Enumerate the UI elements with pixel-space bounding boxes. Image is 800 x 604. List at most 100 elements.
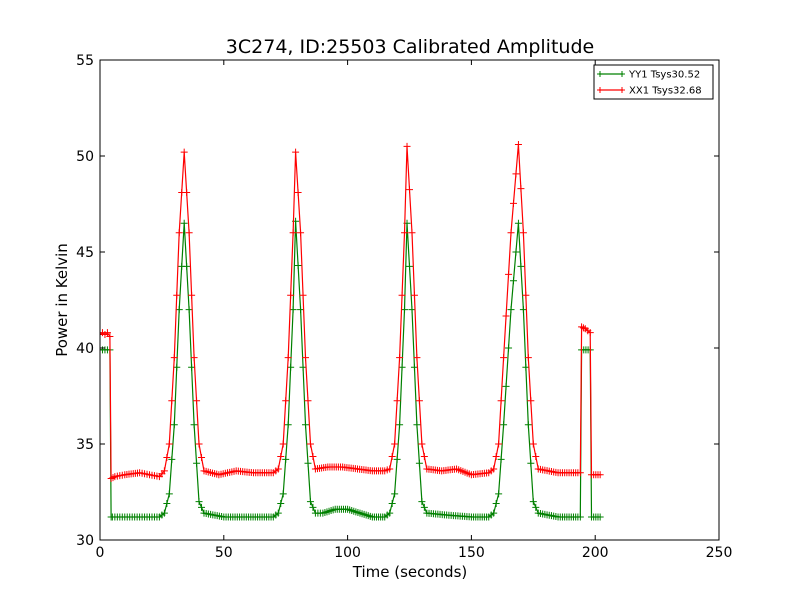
legend-marker: [597, 71, 603, 77]
data-point-marker: [418, 440, 426, 448]
data-point-marker: [418, 498, 426, 506]
data-point-marker: [299, 363, 307, 371]
data-point-marker: [408, 229, 416, 237]
data-point-marker: [289, 229, 297, 237]
data-point-marker: [502, 312, 510, 320]
x-tick-label: 100: [334, 545, 361, 561]
data-point-marker: [198, 503, 206, 511]
series-1: [100, 217, 604, 521]
data-point-marker: [170, 421, 178, 429]
data-point-marker: [529, 440, 537, 448]
y-tick-label: 35: [76, 437, 94, 453]
data-point-marker: [420, 503, 428, 511]
data-point-marker: [512, 248, 520, 256]
y-tick-label: 55: [76, 53, 94, 69]
legend-marker: [597, 87, 603, 93]
data-point-marker: [175, 229, 183, 237]
legend-box: [593, 64, 714, 100]
data-point-marker: [497, 397, 505, 405]
x-axis-label: Time (seconds): [352, 563, 468, 581]
data-point-marker: [396, 421, 404, 429]
data-point-marker: [532, 452, 540, 460]
legend-entry: XX1 Tsys32.68: [597, 86, 702, 97]
data-point-marker: [502, 382, 510, 390]
data-point-marker: [195, 440, 203, 448]
data-point-marker: [413, 354, 421, 362]
data-point-marker: [289, 306, 297, 314]
data-point-marker: [415, 397, 423, 405]
data-point-marker: [401, 229, 409, 237]
data-point-marker: [274, 509, 282, 517]
data-point-marker: [163, 500, 171, 508]
data-point-marker: [185, 306, 193, 314]
data-point-marker: [529, 498, 537, 506]
data-point-marker: [190, 354, 198, 362]
data-point-marker: [596, 471, 604, 479]
data-point-marker: [406, 186, 413, 194]
data-point-marker: [287, 363, 295, 371]
data-point-marker: [505, 270, 513, 278]
data-point-marker: [279, 490, 287, 498]
x-tick-label: 150: [458, 545, 485, 561]
data-point-marker: [188, 363, 196, 371]
data-point-marker: [522, 363, 530, 371]
data-point-marker: [514, 219, 522, 227]
data-point-marker: [596, 513, 604, 521]
data-point-marker: [173, 363, 181, 371]
legend-marker: [619, 71, 625, 77]
data-point-marker: [180, 148, 188, 156]
data-point-marker: [193, 397, 201, 405]
data-point-marker: [282, 455, 290, 463]
data-point-marker: [532, 503, 540, 511]
data-point-marker: [309, 503, 317, 511]
data-point-marker: [198, 453, 206, 461]
data-point-marker: [103, 329, 111, 337]
data-point-marker: [524, 421, 532, 429]
data-point-marker: [507, 229, 515, 237]
data-point-marker: [302, 354, 310, 362]
data-point-marker: [527, 459, 535, 467]
data-point-marker: [183, 188, 191, 196]
legend-label: YY1 Tsys30.52: [628, 70, 700, 81]
data-point-marker: [195, 498, 203, 506]
data-point-marker: [292, 148, 300, 156]
data-point-marker: [160, 509, 168, 517]
data-point-marker: [410, 291, 418, 299]
data-point-marker: [410, 363, 418, 371]
data-point-marker: [279, 440, 287, 448]
data-point-marker: [398, 363, 406, 371]
data-point-marker: [304, 397, 312, 405]
chart-title: 3C274, ID:25503 Calibrated Amplitude: [226, 36, 594, 58]
data-point-marker: [284, 421, 292, 429]
data-point-marker: [576, 469, 584, 477]
data-point-marker: [396, 354, 404, 362]
data-point-marker: [507, 306, 515, 314]
data-point-marker: [401, 306, 409, 314]
data-point-marker: [406, 262, 413, 270]
data-point-marker: [517, 185, 525, 193]
data-point-marker: [183, 262, 191, 270]
data-point-marker: [294, 261, 302, 269]
data-point-marker: [309, 452, 317, 460]
data-point-marker: [519, 306, 527, 314]
data-point-marker: [514, 140, 522, 148]
data-point-marker: [586, 329, 594, 337]
y-tick-label: 30: [76, 533, 94, 549]
plot-area: [100, 140, 604, 521]
data-point-marker: [408, 306, 416, 314]
data-point-marker: [500, 421, 508, 429]
data-point-marker: [294, 188, 302, 196]
data-point-marker: [180, 219, 188, 227]
data-point-marker: [388, 500, 396, 508]
data-point-marker: [391, 490, 399, 498]
data-point-marker: [415, 459, 423, 467]
data-point-marker: [304, 459, 312, 467]
data-point-marker: [163, 453, 171, 461]
y-axis-label: Power in Kelvin: [53, 243, 71, 357]
data-point-marker: [284, 354, 292, 362]
data-point-marker: [519, 229, 527, 237]
legend: YY1 Tsys30.52 XX1 Tsys32.68: [593, 64, 714, 100]
legend-entry: YY1 Tsys30.52: [597, 70, 700, 81]
